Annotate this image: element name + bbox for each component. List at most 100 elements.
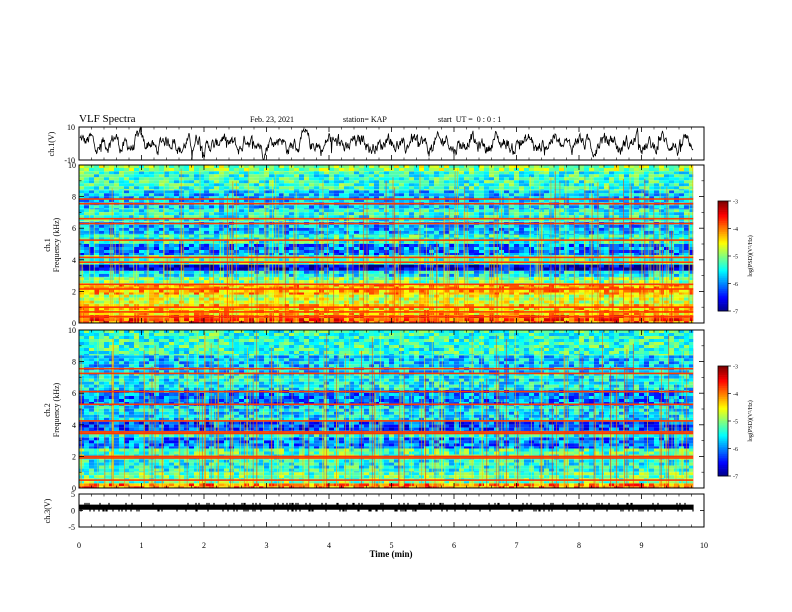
spectrogram-cell (454, 224, 459, 228)
spectrogram-cell (339, 234, 344, 238)
spectrogram-cell (619, 243, 624, 244)
spectrogram-cell (669, 227, 674, 231)
spectrogram-cell (474, 303, 479, 305)
spectrogram-cell (679, 300, 684, 304)
spectrogram-cell (609, 243, 614, 244)
spectrogram-cell (369, 294, 374, 298)
spectrogram-cell (659, 247, 664, 250)
spectrogram-cell (99, 250, 104, 253)
spectrogram-cell (254, 244, 259, 247)
spectrogram-cell (144, 321, 149, 323)
spectrogram-cell (279, 318, 284, 322)
spectrogram-cell (94, 313, 99, 316)
spectrogram-cell (649, 250, 654, 253)
spectrogram-cell (504, 244, 509, 247)
spectrogram-cell (634, 300, 639, 304)
spectrogram-cell (624, 244, 629, 247)
spectrogram-cell (269, 304, 274, 307)
spectrogram-cell (649, 307, 654, 310)
spectrogram-cell (304, 313, 309, 316)
spectrogram-cell (584, 227, 589, 231)
spectrogram-cell (284, 253, 289, 256)
spectrogram-cell (649, 264, 654, 268)
spectrogram-cell (334, 294, 339, 298)
spectrogram-cell (524, 313, 529, 316)
spectrogram-cell (444, 224, 449, 228)
spectrogram-cell (184, 307, 189, 310)
spectrogram-cell (144, 237, 149, 241)
spectrogram-cell (149, 224, 154, 228)
spectrogram-cell (134, 243, 139, 244)
spectrogram-cell (124, 264, 129, 268)
spectrogram-cell (569, 270, 574, 274)
spectrogram-cell (209, 313, 214, 316)
spectrogram-cell (379, 270, 384, 274)
spectrogram-cell (189, 292, 194, 295)
spectrogram-cell (244, 300, 249, 304)
spectrogram-cell (634, 313, 639, 316)
spectrogram-cell (309, 243, 314, 244)
spectrogram-cell (684, 277, 689, 281)
spectrogram-cell (274, 264, 279, 268)
spectrogram-cell (549, 307, 554, 310)
spectrogram-cell (444, 240, 449, 244)
spectrogram-cell (399, 240, 404, 244)
spectrogram-cell (369, 240, 374, 244)
spectrogram-cell (224, 247, 229, 250)
spectrogram-cell (624, 258, 629, 262)
spectrogram-cell (394, 280, 399, 284)
spectrogram-cell (109, 250, 114, 253)
spectrogram-cell (679, 224, 684, 228)
spectrogram-cell (599, 258, 604, 262)
spectrogram-cell (309, 277, 314, 281)
spectrogram-cell (144, 230, 149, 234)
spectrogram-cell (574, 258, 579, 262)
spectrogram-cell (599, 307, 604, 310)
spectrogram-cell (339, 300, 344, 304)
spectrogram-cell (624, 304, 629, 307)
spectrogram-cell (144, 280, 149, 284)
spectrogram-cell (334, 234, 339, 238)
spectrogram-cell (269, 300, 274, 304)
spectrogram-cell (84, 270, 89, 274)
spectrogram-cell (494, 237, 499, 241)
spectrogram-cell (419, 297, 424, 301)
spectrogram-cell (519, 304, 524, 307)
spectrogram-cell (209, 227, 214, 231)
spectrogram-cell (119, 307, 124, 310)
spectrogram-cell (189, 243, 194, 244)
spectrogram-cell (584, 243, 589, 244)
spectrogram-cell (279, 313, 284, 316)
spectrogram-cell (404, 253, 409, 256)
spectrogram-cell (119, 321, 124, 323)
spectrogram-cell (374, 243, 379, 244)
spectrogram-cell (509, 270, 514, 274)
spectrogram-cell (614, 294, 619, 298)
spectrogram-cell (479, 243, 484, 244)
spectrogram-cell (89, 297, 94, 301)
spectrogram-cell (684, 237, 689, 241)
spectrogram-cell (119, 277, 124, 281)
spectrogram-cell (284, 292, 289, 295)
spectrogram-cell (564, 277, 569, 281)
spectrogram-cell (109, 243, 114, 244)
spectrogram-cell (389, 289, 394, 293)
spectrogram-cell (479, 321, 484, 323)
spectrogram-cell (259, 313, 264, 316)
spectrogram-cell (149, 264, 154, 265)
spectrogram-cell (199, 250, 204, 253)
spectrogram-cell (439, 244, 444, 247)
spectrogram-cell (369, 313, 374, 316)
spectrogram-cell (269, 234, 274, 238)
spectrogram-cell (404, 286, 409, 290)
spectrogram-cell (689, 264, 694, 265)
spectrogram-cell (574, 280, 579, 284)
spectrogram-cell (119, 313, 124, 316)
spectrogram-cell (574, 304, 579, 307)
spectrogram-cell (204, 307, 209, 310)
spectrogram-cell (684, 253, 689, 256)
spectrogram-cell (189, 289, 194, 293)
spectrogram-cell (564, 264, 569, 265)
spectrogram-cell (289, 294, 294, 298)
spectrogram-cell (209, 297, 214, 301)
